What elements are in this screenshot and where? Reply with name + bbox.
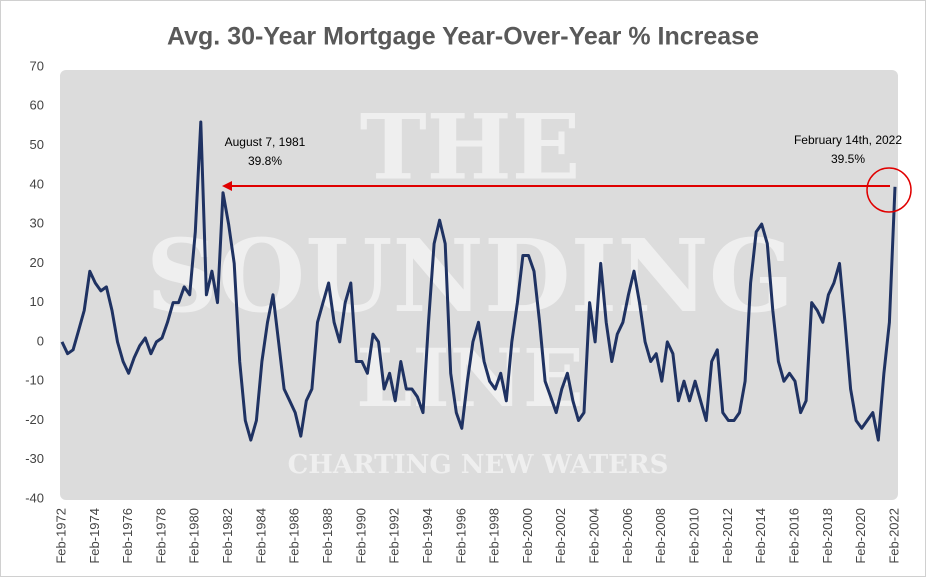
y-tick-label: -40 [25, 490, 44, 505]
x-tick-label: Feb-2004 [587, 508, 602, 564]
x-tick-label: Feb-2020 [853, 508, 868, 564]
y-tick-label: -20 [25, 412, 44, 427]
x-tick-label: Feb-1992 [387, 508, 402, 564]
x-tick-label: Feb-1978 [153, 508, 168, 564]
x-tick-label: Feb-1984 [253, 508, 268, 564]
x-tick-label: Feb-1996 [453, 508, 468, 564]
annotation: 39.8% [248, 154, 282, 168]
annotation: February 14th, 2022 [794, 133, 902, 147]
y-tick-label: 50 [30, 137, 44, 152]
y-tick-label: 60 [30, 98, 44, 113]
y-tick-label: 10 [30, 294, 44, 309]
x-tick-label: Feb-2022 [886, 508, 901, 564]
x-tick-label: Feb-1982 [220, 508, 235, 564]
x-tick-label: Feb-2010 [687, 508, 702, 564]
watermark: CHARTING NEW WATERS [288, 450, 669, 480]
x-tick-label: Feb-1990 [353, 508, 368, 564]
y-tick-label: 70 [30, 58, 44, 73]
highlight-circle [866, 167, 912, 213]
y-tick-label: 20 [30, 255, 44, 270]
annotation: August 7, 1981 [225, 135, 306, 149]
y-tick-label: 40 [30, 176, 44, 191]
y-tick-label: -30 [25, 451, 44, 466]
arrow-head [222, 181, 232, 191]
x-tick-label: Feb-1974 [87, 508, 102, 564]
y-tick-label: 30 [30, 216, 44, 231]
x-tick-label: Feb-2018 [820, 508, 835, 564]
chart-title: Avg. 30-Year Mortgage Year-Over-Year % I… [167, 23, 759, 51]
watermark: SOUNDING [146, 217, 794, 335]
x-tick-label: Feb-2000 [520, 508, 535, 564]
x-tick-label: Feb-1998 [487, 508, 502, 564]
x-tick-label: Feb-2016 [786, 508, 801, 564]
x-tick-label: Feb-2014 [753, 508, 768, 564]
x-tick-label: Feb-2006 [620, 508, 635, 564]
x-tick-label: Feb-1986 [287, 508, 302, 564]
x-tick-label: Feb-2008 [653, 508, 668, 564]
watermark: THE [360, 95, 581, 201]
x-tick-label: Feb-1972 [53, 508, 68, 564]
y-tick-label: -10 [25, 373, 44, 388]
x-tick-label: Feb-2002 [553, 508, 568, 564]
x-tick-label: Feb-2012 [720, 508, 735, 564]
x-tick-label: Feb-1976 [120, 508, 135, 564]
series-line [60, 120, 897, 442]
x-tick-label: Feb-1988 [320, 508, 335, 564]
x-tick-label: Feb-1980 [187, 508, 202, 564]
y-tick-label: 0 [37, 333, 44, 348]
annotation: 39.5% [831, 152, 865, 166]
x-tick-label: Feb-1994 [420, 508, 435, 564]
